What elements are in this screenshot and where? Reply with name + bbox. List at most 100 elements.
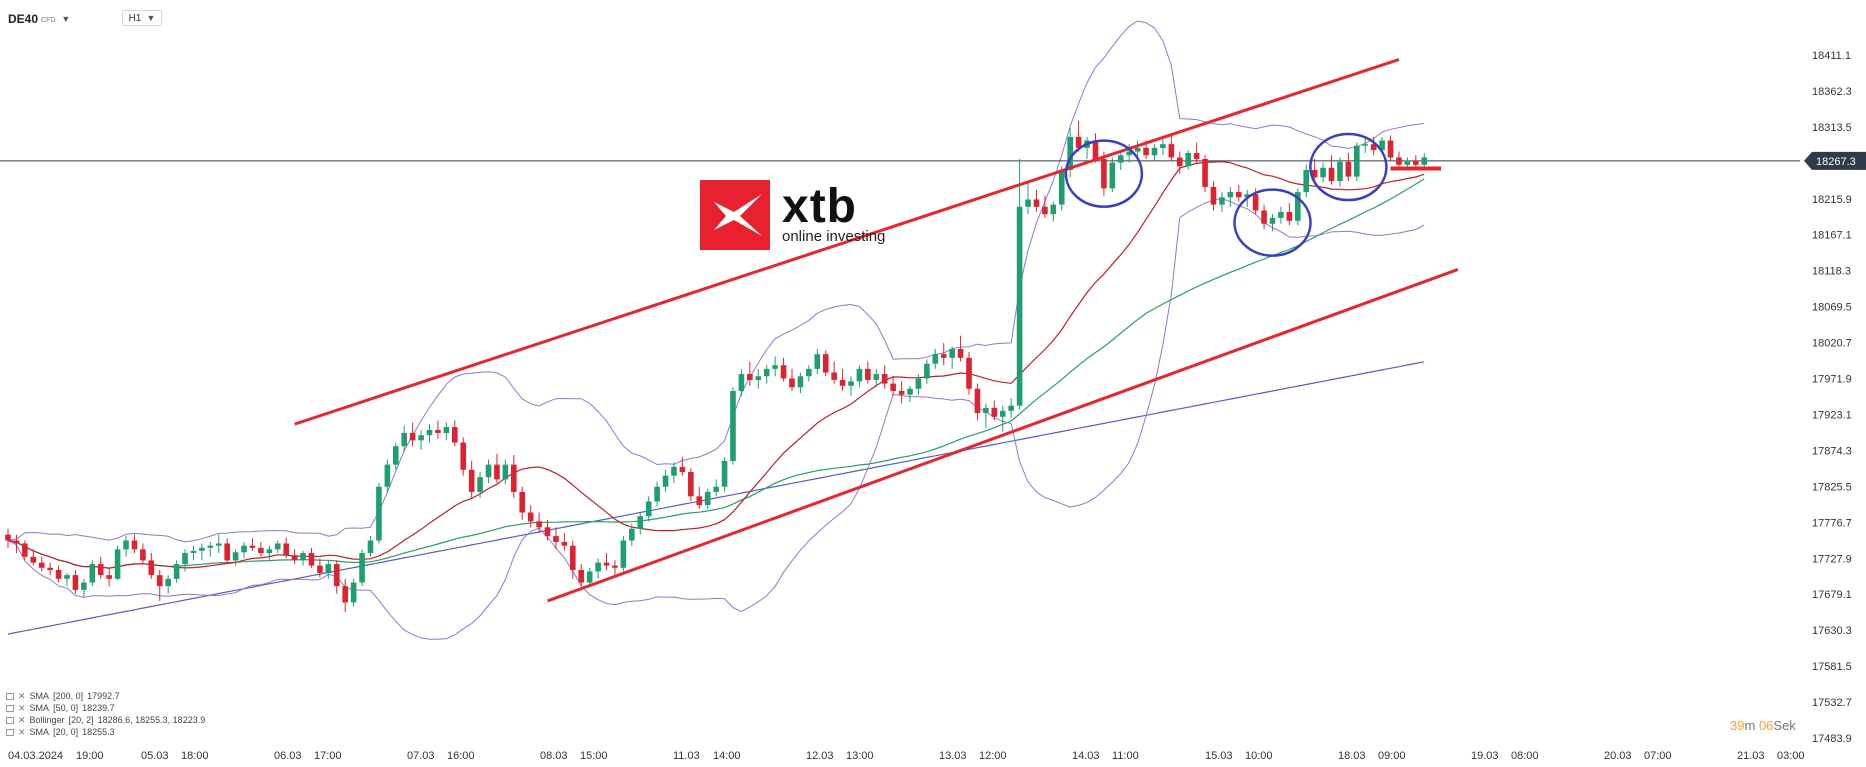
candle-body: [1379, 140, 1385, 151]
indicator-settings-icon[interactable]: [6, 716, 14, 724]
x-tick-date: 12.03: [806, 750, 834, 762]
candle-body: [738, 374, 745, 391]
candle-body: [983, 407, 989, 414]
candle-body: [570, 545, 576, 570]
timer-minutes: 39: [1730, 718, 1745, 733]
x-tick-date: 21.03: [1737, 750, 1765, 762]
y-tick-label: 17679.1: [1812, 589, 1852, 601]
candle-body: [612, 565, 618, 568]
y-tick-label: 18215.9: [1812, 194, 1852, 206]
candle-body: [1303, 169, 1310, 193]
legend-row[interactable]: ✕ SMA [20, 0] 18255.3: [6, 726, 205, 738]
x-tick-date: 13.03: [939, 750, 967, 762]
candle-body: [721, 460, 728, 487]
current-price-badge: [1804, 151, 1866, 170]
candle-body: [1151, 147, 1158, 156]
channel-upper-line: [294, 58, 1400, 426]
candle-body: [502, 464, 509, 480]
candle-body: [873, 374, 880, 380]
candle-body: [376, 486, 382, 541]
candle-body: [991, 407, 998, 417]
candle-body: [241, 545, 247, 553]
close-icon[interactable]: ✕: [18, 727, 26, 737]
candle-body: [89, 564, 96, 583]
candle-body: [1176, 157, 1183, 167]
x-tick-time: 14:00: [713, 750, 741, 762]
bollinger-upper-line: [7, 20, 1425, 543]
y-tick-label: 18069.5: [1812, 302, 1852, 314]
candle-body: [527, 512, 534, 522]
candle-body: [1252, 194, 1259, 211]
candle-body: [1354, 145, 1360, 177]
candle-body: [890, 383, 896, 391]
legend-params: [50, 0]: [53, 703, 79, 713]
candle-body: [1160, 144, 1166, 148]
candle-body: [283, 543, 289, 556]
candle-body: [1185, 153, 1191, 167]
candle-body: [957, 348, 964, 358]
candle-body: [190, 550, 197, 554]
candle-body: [81, 582, 87, 590]
indicator-settings-icon[interactable]: [6, 704, 14, 712]
legend-label: SMA: [29, 691, 50, 701]
x-tick-time: 07:00: [1644, 750, 1672, 762]
candle-body: [359, 553, 365, 583]
candle-body: [595, 562, 601, 572]
candle-body: [907, 388, 913, 395]
candle-body: [435, 430, 441, 433]
legend-values: 18286.6, 18255.3, 18223.9: [97, 715, 206, 725]
candle-body: [1269, 217, 1276, 224]
candle-body: [1075, 136, 1082, 148]
close-icon[interactable]: ✕: [18, 691, 26, 701]
y-tick-label: 17483.9: [1812, 733, 1852, 745]
candle-countdown: 39m 06Sek: [1730, 718, 1796, 733]
close-icon[interactable]: ✕: [18, 715, 26, 725]
candle-body: [1109, 162, 1116, 189]
x-tick-date: 04.03.2024: [8, 750, 63, 762]
candle-body: [1370, 144, 1377, 151]
logo-wordmark: xtb: [782, 180, 857, 233]
x-tick-time: 08:00: [1511, 750, 1539, 762]
candle-body: [1294, 192, 1301, 221]
candle-body: [451, 427, 458, 443]
candle-body: [409, 432, 416, 441]
logo-tagline: online investing: [782, 228, 886, 245]
candle-body: [1016, 206, 1023, 406]
legend-row[interactable]: ✕ Bollinger [20, 2] 18286.6, 18255.3, 18…: [6, 714, 205, 726]
candle-body: [55, 569, 62, 579]
y-tick-label: 17825.5: [1812, 481, 1852, 493]
candle-body: [401, 432, 408, 447]
candle-body: [1134, 147, 1141, 152]
legend-label: SMA: [29, 703, 50, 713]
candle-body: [317, 565, 323, 573]
symbol-selector[interactable]: DE40 CFD ▼: [8, 8, 70, 30]
candle-body: [1244, 194, 1251, 198]
candle-body: [940, 354, 947, 358]
candle-body: [932, 354, 939, 364]
candle-body: [586, 571, 593, 583]
chevron-down-icon[interactable]: ▼: [146, 13, 156, 23]
candle-body: [140, 549, 146, 561]
current-price-label: 18267.3: [1816, 156, 1856, 168]
x-tick-time: 13:00: [846, 750, 874, 762]
candle-body: [1193, 153, 1200, 159]
indicator-settings-icon[interactable]: [6, 728, 14, 736]
legend-row[interactable]: ✕ SMA [50, 0] 18239.7: [6, 702, 205, 714]
candle-body: [806, 368, 812, 377]
candle-body: [1067, 136, 1073, 170]
indicator-settings-icon[interactable]: [6, 692, 14, 700]
close-icon[interactable]: ✕: [18, 703, 26, 713]
timeframe-selector[interactable]: H1 ▼: [122, 10, 162, 26]
candle-body: [13, 540, 20, 544]
candle-body: [839, 379, 846, 386]
candle-body: [342, 586, 348, 603]
timer-seconds: 06: [1758, 718, 1774, 733]
x-tick-date: 20.03: [1604, 750, 1632, 762]
indicator-legend: ✕ SMA [200, 0] 17992.7 ✕ SMA [50, 0] 182…: [6, 690, 205, 738]
legend-row[interactable]: ✕ SMA [200, 0] 17992.7: [6, 690, 205, 702]
chevron-down-icon[interactable]: ▼: [61, 14, 71, 24]
candle-body: [865, 368, 871, 380]
candle-body: [654, 486, 660, 502]
legend-label: Bollinger: [29, 715, 65, 725]
